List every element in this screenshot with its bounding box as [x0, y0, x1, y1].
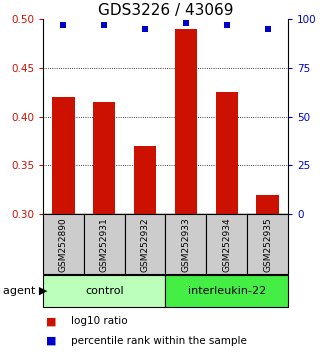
Text: ■: ■	[46, 336, 57, 346]
Bar	[166, 214, 206, 274]
Bar	[206, 214, 247, 274]
Text: percentile rank within the sample: percentile rank within the sample	[71, 336, 247, 346]
Bar	[43, 214, 84, 274]
Bar	[215, 92, 238, 214]
Text: GSM252934: GSM252934	[222, 217, 231, 272]
Text: GSM252890: GSM252890	[59, 217, 68, 272]
Bar	[93, 102, 116, 214]
Bar	[125, 214, 166, 274]
Text: control: control	[85, 286, 123, 296]
Bar	[52, 97, 75, 214]
Text: GSM252935: GSM252935	[263, 217, 272, 272]
Bar	[134, 146, 156, 214]
Bar	[43, 275, 166, 307]
Bar	[175, 29, 197, 214]
Bar	[247, 214, 288, 274]
Bar	[256, 195, 279, 214]
Title: GDS3226 / 43069: GDS3226 / 43069	[98, 3, 233, 18]
Text: GSM252931: GSM252931	[100, 217, 109, 272]
Bar	[166, 275, 288, 307]
Text: GSM252932: GSM252932	[141, 217, 150, 272]
Text: interleukin-22: interleukin-22	[188, 286, 266, 296]
Text: agent ▶: agent ▶	[3, 286, 48, 296]
Text: GSM252933: GSM252933	[181, 217, 190, 272]
Bar	[84, 214, 125, 274]
Text: log10 ratio: log10 ratio	[71, 316, 128, 326]
Text: ■: ■	[46, 316, 57, 326]
